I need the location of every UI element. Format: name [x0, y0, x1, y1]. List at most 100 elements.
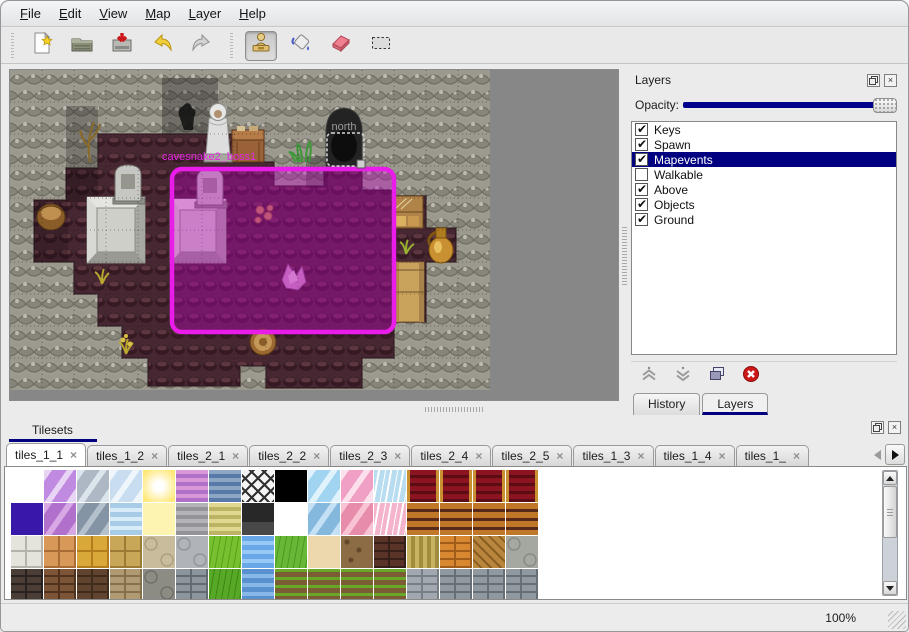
altar-left[interactable] — [86, 196, 146, 264]
close-dock-icon[interactable]: × — [888, 421, 901, 434]
vertical-splitter[interactable] — [620, 69, 629, 401]
toolbar-grip[interactable] — [9, 32, 16, 59]
amphora[interactable] — [427, 227, 454, 264]
tile-0-10[interactable] — [341, 470, 373, 502]
tile-0-8[interactable] — [275, 470, 307, 502]
tileset-tab-tiles_2_5[interactable]: tiles_2_5 × — [492, 445, 573, 466]
undo-button[interactable] — [146, 31, 178, 61]
tile-3-12[interactable] — [407, 569, 439, 599]
delete-layer-button[interactable] — [741, 366, 761, 387]
tile-2-14[interactable] — [473, 536, 505, 568]
tile-1-11[interactable] — [374, 503, 406, 535]
tileset-tab-tiles_1_4[interactable]: tiles_1_4 × — [654, 445, 735, 466]
map-canvas[interactable]: north cavesnake2_boss1 — [9, 69, 619, 401]
tile-0-13[interactable] — [440, 470, 472, 502]
layer-visibility-checkbox[interactable] — [635, 122, 648, 136]
tile-3-5[interactable] — [176, 569, 208, 599]
float-dock-icon[interactable] — [867, 73, 880, 87]
tile-1-0[interactable] — [11, 503, 43, 535]
horizontal-splitter[interactable] — [1, 402, 908, 417]
tile-2-15[interactable] — [506, 536, 538, 568]
layer-visibility-checkbox[interactable] — [635, 137, 648, 151]
tile-1-13[interactable] — [440, 503, 472, 535]
basket[interactable] — [36, 203, 66, 231]
tileset-tab-tiles_2_1[interactable]: tiles_2_1 × — [168, 445, 249, 466]
menu-file[interactable]: File — [20, 6, 41, 21]
tileset-content[interactable] — [4, 466, 907, 600]
close-tab-icon[interactable]: × — [637, 449, 645, 463]
tile-3-15[interactable] — [506, 569, 538, 599]
tile-3-3[interactable] — [110, 569, 142, 599]
open-map-button[interactable] — [66, 31, 98, 61]
tile-1-4[interactable] — [143, 503, 175, 535]
layer-row-above[interactable]: Above — [632, 182, 896, 197]
tile-0-9[interactable] — [308, 470, 340, 502]
tile-0-3[interactable] — [110, 470, 142, 502]
tab-scroll-right-button[interactable] — [885, 444, 905, 465]
layer-visibility-checkbox[interactable] — [635, 212, 648, 226]
tile-2-3[interactable] — [110, 536, 142, 568]
tile-3-10[interactable] — [341, 569, 373, 599]
shelf-crate[interactable] — [392, 195, 424, 229]
duplicate-layer-button[interactable] — [707, 367, 727, 387]
green-plant[interactable] — [288, 140, 312, 163]
gravestone-right[interactable] — [194, 168, 228, 209]
door-selection[interactable] — [326, 132, 365, 167]
menu-edit[interactable]: Edit — [58, 6, 82, 21]
map-selection[interactable] — [169, 166, 397, 335]
resize-grip[interactable] — [888, 611, 906, 629]
tile-3-1[interactable] — [44, 569, 76, 599]
gravestone-left[interactable] — [112, 164, 146, 205]
toolbar-grip[interactable] — [228, 32, 235, 59]
tile-3-2[interactable] — [77, 569, 109, 599]
close-tab-icon[interactable]: × — [151, 449, 159, 463]
tileset-tab-tiles_1_1[interactable]: tiles_1_1 × — [6, 443, 87, 466]
tile-2-0[interactable] — [11, 536, 43, 568]
layer-row-ground[interactable]: Ground — [632, 212, 896, 227]
altar-right[interactable] — [169, 198, 227, 264]
tile-2-10[interactable] — [341, 536, 373, 568]
close-tab-icon[interactable]: × — [70, 448, 78, 462]
door-selection-handle[interactable] — [356, 159, 366, 169]
tile-2-7[interactable] — [242, 536, 274, 568]
tile-3-8[interactable] — [275, 569, 307, 599]
tile-0-7[interactable] — [242, 470, 274, 502]
float-dock-icon[interactable] — [871, 421, 884, 434]
layer-row-keys[interactable]: Keys — [632, 122, 896, 137]
redo-button[interactable] — [186, 31, 218, 61]
scrollbar-thumb[interactable] — [883, 486, 897, 538]
tile-2-11[interactable] — [374, 536, 406, 568]
eraser-tool-button[interactable] — [325, 31, 357, 61]
opacity-slider[interactable] — [683, 97, 897, 113]
tileset-tab-tiles_1_[interactable]: tiles_1_ × — [735, 445, 809, 466]
tile-3-7[interactable] — [242, 569, 274, 599]
tile-3-13[interactable] — [440, 569, 472, 599]
layer-visibility-checkbox[interactable] — [635, 182, 648, 196]
tile-1-3[interactable] — [110, 503, 142, 535]
tile-0-15[interactable] — [506, 470, 538, 502]
tileset-tab-tiles_2_2[interactable]: tiles_2_2 × — [249, 445, 330, 466]
tab-scroll-left-icon[interactable] — [874, 450, 881, 460]
close-tab-icon[interactable]: × — [718, 449, 726, 463]
yellow-plant-bottom[interactable] — [118, 334, 134, 355]
tilesets-dock-title[interactable]: Tilesets — [32, 423, 73, 437]
mushrooms[interactable] — [254, 204, 274, 224]
menu-map[interactable]: Map — [145, 6, 171, 21]
select-tool-button[interactable] — [365, 31, 397, 61]
tileset-tab-tiles_1_3[interactable]: tiles_1_3 × — [573, 445, 654, 466]
yellow-plant-mid[interactable] — [94, 268, 110, 285]
tile-3-4[interactable] — [143, 569, 175, 599]
shadow-figure[interactable] — [178, 102, 196, 130]
wood-box[interactable] — [393, 261, 425, 323]
raise-layer-button[interactable] — [639, 366, 659, 387]
tile-3-11[interactable] — [374, 569, 406, 599]
tile-2-6[interactable] — [209, 536, 241, 568]
tileset-tab-tiles_1_2[interactable]: tiles_1_2 × — [87, 445, 168, 466]
tileset-scrollbar[interactable] — [882, 470, 898, 596]
close-tab-icon[interactable]: × — [475, 449, 483, 463]
tile-2-4[interactable] — [143, 536, 175, 568]
tile-3-9[interactable] — [308, 569, 340, 599]
dock-tab-history[interactable]: History — [633, 393, 701, 415]
menu-help[interactable]: Help — [239, 6, 266, 21]
close-tab-icon[interactable]: × — [556, 449, 564, 463]
